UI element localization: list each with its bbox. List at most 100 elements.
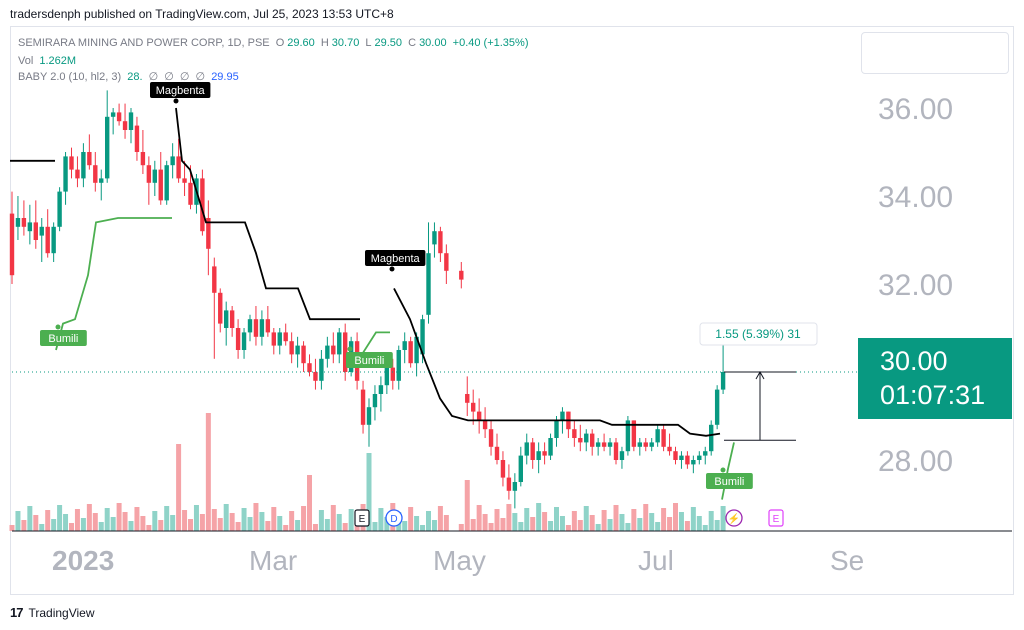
volume-bar bbox=[86, 504, 92, 531]
volume-bar bbox=[74, 509, 80, 531]
candle-body bbox=[313, 372, 318, 381]
candle-body bbox=[590, 433, 595, 447]
volume-bar bbox=[330, 505, 336, 531]
volume-bar bbox=[554, 507, 559, 531]
candle-body bbox=[476, 411, 482, 421]
volume-bar bbox=[500, 518, 506, 531]
volume-bar bbox=[619, 514, 625, 531]
candle-body bbox=[200, 178, 205, 232]
volume-bar bbox=[69, 523, 74, 531]
volume-bar bbox=[470, 519, 476, 531]
volume-bar bbox=[649, 513, 655, 531]
volume-bar bbox=[589, 515, 595, 531]
candle-body bbox=[289, 341, 294, 355]
y-tick-label: 34.00 bbox=[878, 181, 953, 214]
candle-body bbox=[45, 226, 50, 254]
volume-bar bbox=[696, 516, 702, 531]
legend-ind-v2: ∅ bbox=[148, 71, 159, 83]
volume-bar bbox=[39, 524, 45, 531]
measure-box bbox=[699, 322, 818, 346]
volume-bar bbox=[720, 506, 726, 531]
candle-body bbox=[607, 442, 613, 447]
chart-frame[interactable] bbox=[10, 26, 1014, 595]
volume-bar bbox=[655, 522, 661, 531]
candle-body bbox=[57, 191, 62, 227]
tradingview-icon: 17 bbox=[10, 605, 24, 620]
volume-bar bbox=[217, 518, 223, 531]
volume-bar bbox=[211, 509, 217, 531]
volume-bar bbox=[205, 413, 211, 531]
volume-bar bbox=[678, 512, 684, 531]
candle-body bbox=[372, 394, 378, 408]
volume-bar bbox=[714, 520, 720, 531]
candle-body bbox=[69, 156, 74, 170]
stop-line bbox=[175, 107, 360, 321]
candle-body bbox=[277, 332, 282, 346]
event-marker-label: D bbox=[390, 514, 397, 525]
candle-body bbox=[408, 341, 413, 364]
volume-bar bbox=[601, 510, 607, 531]
candle-body bbox=[360, 389, 366, 425]
y-tick-label: 32.00 bbox=[878, 269, 953, 302]
legend-row-1: SEMIRARA MINING AND POWER CORP, 1D, PSE … bbox=[18, 37, 532, 49]
volume-bar bbox=[176, 444, 182, 531]
tradingview-logo[interactable]: 17 TradingView bbox=[10, 605, 95, 620]
volume-bar bbox=[512, 513, 518, 531]
candle-body bbox=[438, 231, 443, 254]
candle-body bbox=[325, 345, 330, 359]
volume-bar bbox=[51, 519, 57, 531]
volume-bar bbox=[577, 520, 583, 531]
volume-bar bbox=[437, 506, 443, 531]
candle-body bbox=[93, 165, 98, 183]
volume-bar bbox=[548, 521, 554, 531]
candle-body bbox=[691, 460, 696, 465]
signal-marker bbox=[55, 324, 61, 330]
volume-bar bbox=[595, 524, 601, 531]
candle-body bbox=[709, 424, 714, 452]
volume-bar bbox=[80, 518, 86, 531]
candle-body bbox=[27, 222, 33, 232]
candle-body bbox=[542, 451, 547, 456]
volume-bar bbox=[348, 509, 354, 531]
legend-symbol: SEMIRARA MINING AND POWER CORP, 1D, PSE bbox=[18, 37, 270, 49]
volume-bar bbox=[637, 518, 643, 531]
volume-bar bbox=[241, 508, 247, 531]
volume-bar bbox=[536, 503, 542, 531]
volume-bar bbox=[643, 504, 649, 531]
candle-body bbox=[283, 332, 288, 342]
legend-vol: 1.262M bbox=[39, 55, 77, 67]
volume-bar bbox=[318, 510, 324, 531]
measure-label: 1.55 (5.39%) 31 bbox=[715, 327, 801, 341]
legend-ind-v2c: ∅ bbox=[179, 71, 190, 83]
x-tick-label: Se bbox=[830, 545, 864, 576]
volume-bar bbox=[104, 508, 110, 531]
candle-body bbox=[170, 156, 175, 166]
volume-bar bbox=[63, 514, 69, 531]
volume-bar bbox=[506, 504, 512, 531]
candle-body bbox=[512, 482, 518, 491]
legend-vol-label: Vol bbox=[18, 55, 34, 67]
signal-marker bbox=[173, 98, 179, 104]
candle-body bbox=[601, 442, 607, 447]
top-right-widget[interactable] bbox=[861, 32, 1009, 74]
volume-bar bbox=[199, 514, 205, 531]
candle-body bbox=[152, 169, 157, 183]
buy-label-text: Bumili bbox=[48, 333, 78, 345]
candle-body bbox=[471, 402, 476, 412]
event-marker-label: ⚡ bbox=[728, 512, 740, 525]
legend-ind-v2b: ∅ bbox=[164, 71, 174, 83]
volume-bar bbox=[524, 508, 530, 531]
candle-body bbox=[176, 156, 181, 179]
stop-line bbox=[393, 287, 721, 437]
volume-bar bbox=[607, 519, 613, 531]
candle-body bbox=[15, 218, 21, 227]
volume-bar bbox=[571, 511, 577, 531]
volume-bar bbox=[271, 507, 277, 531]
volume-bar bbox=[476, 505, 482, 531]
candle-body bbox=[631, 420, 637, 447]
volume-bar bbox=[312, 524, 318, 531]
volume-bar bbox=[631, 509, 637, 531]
y-tick-label: 28.00 bbox=[878, 445, 953, 478]
candle-body bbox=[337, 332, 342, 355]
